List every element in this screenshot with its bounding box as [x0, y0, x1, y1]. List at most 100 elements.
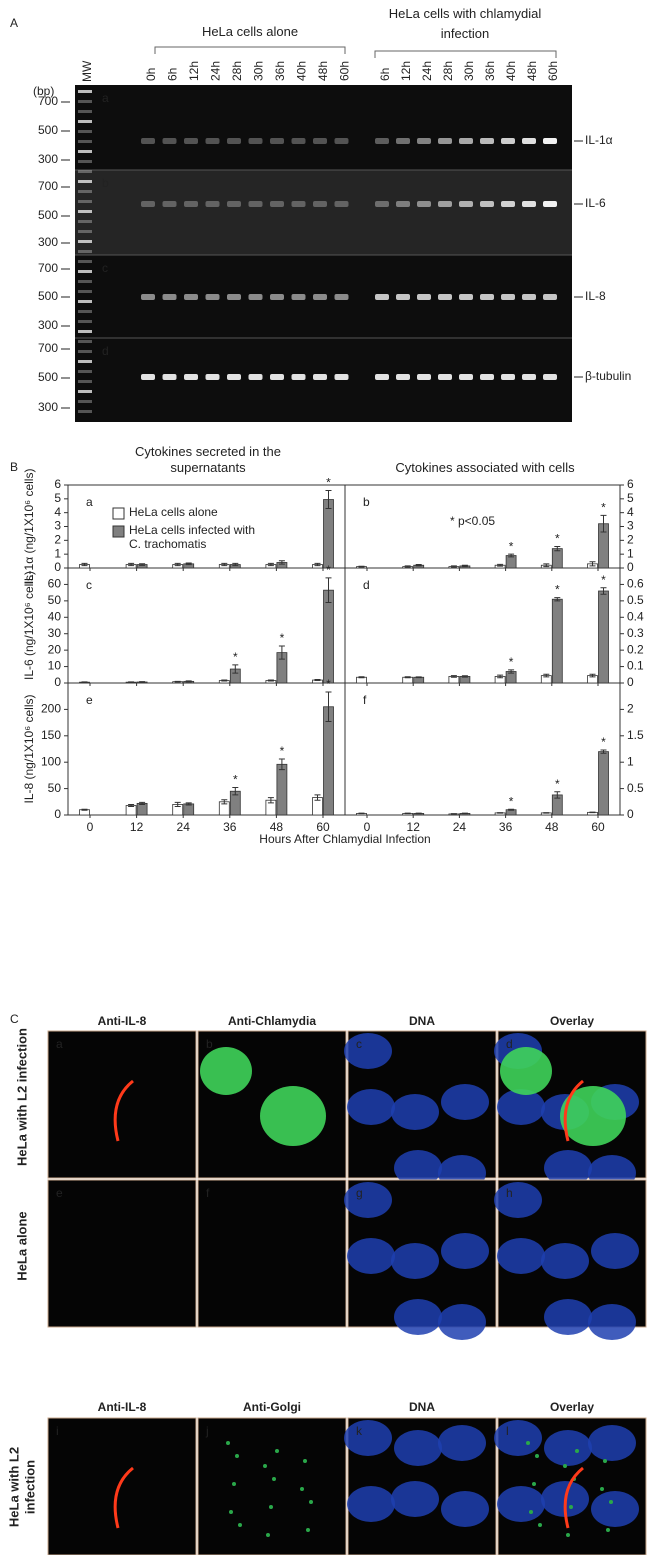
size-label: 700: [38, 341, 58, 355]
error-bar: [600, 514, 607, 533]
gel-band: [501, 294, 515, 300]
y-tick-label: 150: [41, 728, 61, 742]
column-header: Anti-IL-8: [98, 1014, 147, 1028]
golgi-dot: [232, 1482, 236, 1486]
group-label: HeLa cells alone: [201, 24, 299, 39]
golgi-dot: [606, 1528, 610, 1532]
ladder-band: [78, 260, 92, 263]
bar: [598, 751, 609, 816]
gel-band: [141, 374, 155, 380]
gel-band: [543, 294, 557, 300]
gel-band: [162, 294, 177, 300]
ladder-band: [78, 410, 92, 413]
size-label: 700: [38, 261, 58, 275]
nucleus: [541, 1243, 589, 1279]
micrograph: [47, 1417, 197, 1555]
ladder-band: [78, 90, 92, 93]
ladder-band: [78, 210, 92, 213]
bar: [323, 706, 334, 816]
y-tick-label: 0.3: [627, 626, 644, 640]
y-tick-label: 1.5: [627, 728, 644, 742]
ladder-band: [78, 120, 92, 123]
gel-band: [162, 138, 177, 144]
error-bar: [508, 808, 515, 811]
golgi-dot: [600, 1487, 604, 1491]
lane-label: 40h: [295, 61, 309, 81]
x-tick-label: 0: [364, 820, 371, 834]
x-tick-label: 48: [270, 820, 284, 834]
y-tick-label: 2: [627, 702, 634, 716]
error-bar: [450, 565, 457, 568]
error-bar: [415, 676, 422, 679]
lane-label: 24h: [420, 61, 434, 81]
error-bar: [278, 560, 285, 565]
micrograph-letter: a: [56, 1037, 63, 1051]
gel-band: [438, 374, 452, 380]
gel-band: [334, 201, 349, 207]
significance-star: *: [233, 773, 238, 787]
golgi-dot: [303, 1459, 307, 1463]
lane-label: 30h: [462, 61, 476, 81]
micrograph-letter: e: [56, 1186, 63, 1200]
ladder-band: [78, 390, 92, 393]
gel-band: [184, 294, 198, 300]
error-bar: [404, 565, 411, 568]
gel-band: [227, 201, 241, 207]
lane-label: 12h: [399, 61, 413, 81]
error-bar: [232, 787, 239, 796]
significance-star: *: [555, 777, 560, 791]
lane-label: 28h: [230, 61, 244, 81]
column-title: Cytokines associated with cells: [395, 460, 575, 475]
inclusion: [200, 1047, 252, 1095]
error-bar: [325, 490, 332, 510]
nucleus: [344, 1033, 392, 1069]
bar: [413, 676, 425, 684]
ladder-band: [78, 290, 92, 293]
y-tick-label: 1: [627, 754, 634, 768]
error-bar: [600, 587, 607, 595]
size-label: 700: [38, 94, 58, 108]
inclusion: [260, 1086, 326, 1146]
gel-band: [522, 294, 536, 300]
y-tick-label: 1: [627, 546, 634, 560]
error-bar: [267, 679, 274, 682]
nucleus: [591, 1233, 639, 1269]
legend-swatch: [112, 525, 125, 538]
ladder-band: [78, 160, 92, 163]
x-tick-label: 12: [130, 820, 144, 834]
nucleus: [391, 1094, 439, 1130]
gel-band: [270, 201, 284, 207]
ladder-band: [78, 380, 92, 383]
ladder-band: [78, 240, 92, 243]
gel-band: [334, 374, 349, 380]
legend-label: HeLa cells alone: [129, 505, 218, 519]
error-bar: [543, 563, 550, 568]
y-tick-label: 4: [627, 505, 634, 519]
y-axis-title: IL-1α (ng/1X10⁶ cells): [22, 469, 36, 585]
error-bar: [589, 673, 596, 678]
golgi-dot: [263, 1464, 267, 1468]
bar: [551, 548, 563, 569]
bar: [323, 589, 334, 684]
lane-row-letter: c: [102, 261, 108, 275]
lane-label: 36h: [273, 61, 287, 81]
x-tick-label: 24: [177, 820, 191, 834]
golgi-dot: [229, 1510, 233, 1514]
nucleus: [494, 1420, 542, 1456]
micrograph-letter: j: [205, 1424, 209, 1438]
row-label: HeLa alone: [14, 1210, 29, 1281]
y-tick-label: 10: [48, 659, 62, 673]
nucleus: [391, 1243, 439, 1279]
error-bar: [404, 676, 411, 679]
gel-band: [313, 294, 327, 300]
error-bar: [461, 812, 468, 815]
y-tick-label: 0.6: [627, 577, 644, 591]
golgi-dot: [575, 1449, 579, 1453]
significance-star: *: [509, 794, 514, 808]
lane-row-letter: d: [102, 344, 109, 358]
gel-band: [543, 138, 557, 144]
nucleus: [391, 1481, 439, 1517]
y-tick-label: 0: [54, 675, 61, 689]
column-header: Overlay: [550, 1400, 594, 1414]
y-tick-label: 0: [54, 560, 61, 574]
